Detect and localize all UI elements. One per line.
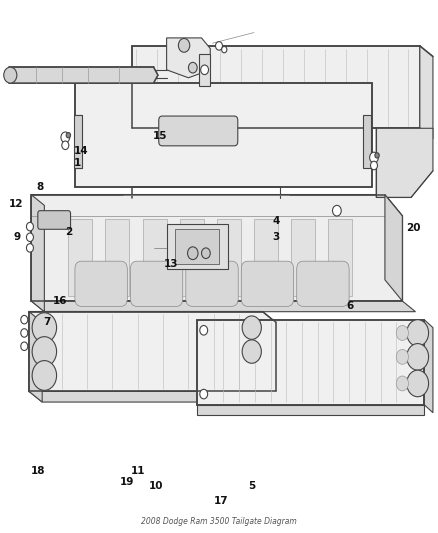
FancyBboxPatch shape <box>241 261 293 306</box>
Polygon shape <box>143 219 166 296</box>
Circle shape <box>32 361 57 390</box>
Text: 12: 12 <box>9 199 23 209</box>
Polygon shape <box>420 46 433 139</box>
Circle shape <box>396 376 409 391</box>
Polygon shape <box>424 320 433 413</box>
Polygon shape <box>197 405 424 415</box>
Circle shape <box>200 326 208 335</box>
Circle shape <box>188 62 197 73</box>
Circle shape <box>375 153 379 158</box>
Circle shape <box>62 141 69 150</box>
Circle shape <box>396 326 409 341</box>
Circle shape <box>26 244 33 252</box>
Polygon shape <box>29 312 42 402</box>
Circle shape <box>371 161 378 169</box>
Text: 10: 10 <box>148 481 163 491</box>
Circle shape <box>407 320 428 346</box>
Text: 3: 3 <box>272 232 279 243</box>
Polygon shape <box>217 219 241 296</box>
Text: 18: 18 <box>31 466 45 476</box>
Text: 2008 Dodge Ram 3500 Tailgate Diagram: 2008 Dodge Ram 3500 Tailgate Diagram <box>141 517 297 526</box>
Text: 1: 1 <box>74 158 81 168</box>
Text: 17: 17 <box>214 496 229 506</box>
FancyBboxPatch shape <box>38 211 71 229</box>
FancyBboxPatch shape <box>159 116 238 146</box>
Polygon shape <box>385 195 403 301</box>
Circle shape <box>201 65 208 75</box>
Text: 7: 7 <box>43 317 50 327</box>
Polygon shape <box>376 128 433 197</box>
Polygon shape <box>29 312 276 391</box>
Bar <box>199 54 210 86</box>
Polygon shape <box>75 83 372 187</box>
Polygon shape <box>328 219 352 296</box>
Circle shape <box>21 342 28 351</box>
Circle shape <box>370 152 378 163</box>
Polygon shape <box>291 219 315 296</box>
Circle shape <box>187 247 198 260</box>
Circle shape <box>242 340 261 364</box>
Bar <box>363 115 371 168</box>
Circle shape <box>32 313 57 343</box>
Text: 5: 5 <box>248 481 255 490</box>
Circle shape <box>407 344 428 370</box>
Polygon shape <box>10 67 158 83</box>
Bar <box>166 224 228 269</box>
Circle shape <box>32 337 57 367</box>
Text: 20: 20 <box>406 223 420 233</box>
Text: 8: 8 <box>36 182 44 192</box>
Circle shape <box>222 46 227 53</box>
Polygon shape <box>180 219 204 296</box>
Circle shape <box>201 248 210 259</box>
Circle shape <box>21 329 28 337</box>
FancyBboxPatch shape <box>131 261 183 306</box>
Polygon shape <box>68 219 92 296</box>
Circle shape <box>396 350 409 365</box>
Polygon shape <box>106 219 130 296</box>
Polygon shape <box>31 195 44 312</box>
Bar <box>74 115 82 168</box>
Polygon shape <box>166 38 210 78</box>
Text: 11: 11 <box>131 466 145 476</box>
Text: 15: 15 <box>153 131 167 141</box>
Text: 16: 16 <box>53 296 67 306</box>
Polygon shape <box>29 391 289 402</box>
Polygon shape <box>40 213 68 227</box>
Text: 2: 2 <box>65 227 72 237</box>
Text: 14: 14 <box>74 146 89 156</box>
FancyBboxPatch shape <box>186 261 238 306</box>
Polygon shape <box>31 301 416 312</box>
Circle shape <box>61 132 70 143</box>
Circle shape <box>407 370 428 397</box>
Polygon shape <box>197 320 424 405</box>
FancyBboxPatch shape <box>75 261 127 306</box>
Bar <box>175 229 219 264</box>
Text: 9: 9 <box>14 232 21 243</box>
Text: 13: 13 <box>164 259 178 269</box>
Text: 4: 4 <box>272 216 279 227</box>
Circle shape <box>200 389 208 399</box>
Polygon shape <box>132 46 420 128</box>
Text: 19: 19 <box>120 478 134 487</box>
FancyBboxPatch shape <box>297 261 349 306</box>
Circle shape <box>66 133 71 138</box>
Circle shape <box>4 67 17 83</box>
Circle shape <box>215 42 223 50</box>
Circle shape <box>26 233 33 241</box>
Circle shape <box>21 316 28 324</box>
Circle shape <box>178 38 190 52</box>
Polygon shape <box>31 195 403 301</box>
Text: 6: 6 <box>346 301 353 311</box>
Circle shape <box>332 205 341 216</box>
Circle shape <box>242 316 261 340</box>
Polygon shape <box>254 219 278 296</box>
Circle shape <box>26 222 33 231</box>
